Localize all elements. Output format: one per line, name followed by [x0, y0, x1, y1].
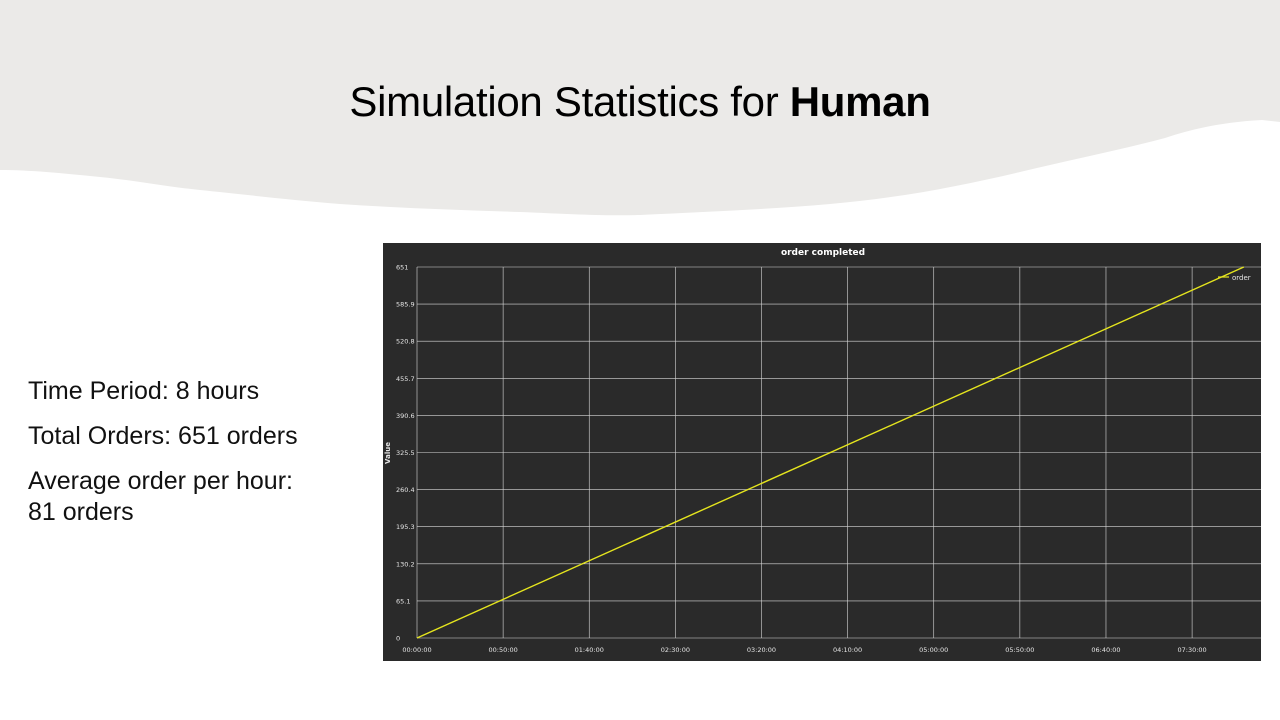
y-axis-ticks: 0 65.1 130.2 195.3 260.4 325.5 390.6 455.7 520.8… — [396, 264, 415, 643]
grid-lines — [416, 266, 1261, 639]
y-tick-label: 455.7 — [396, 375, 415, 383]
x-tick-label: 04:10:00 — [833, 646, 862, 654]
legend-label-order: order — [1232, 274, 1251, 282]
x-tick-label: 00:00:00 — [402, 646, 431, 654]
time-period-text: Time Period: 8 hours — [28, 377, 260, 405]
y-tick-label: 585.9 — [396, 301, 415, 309]
average-orders-text: Average order per hour: 81 orders — [28, 466, 358, 528]
y-tick-label: 65.1 — [396, 597, 410, 605]
y-tick-label: 325.5 — [396, 449, 415, 457]
slide-title-prefix: Simulation Statistics for — [349, 78, 790, 125]
y-tick-label: 390.6 — [396, 412, 415, 420]
x-tick-label: 07:30:00 — [1178, 646, 1207, 654]
x-tick-label: 05:50:00 — [1005, 646, 1034, 654]
x-axis-ticks: 00:00:00 00:50:00 01:40:00 02:30:00 03:20:00… — [402, 646, 1206, 654]
y-axis-label: Value — [384, 442, 392, 464]
order-chart-svg: order completed 0 65.1 130.2 195.3 260.4 325.… — [384, 248, 1261, 654]
x-tick-label: 00:50:00 — [489, 646, 518, 654]
x-tick-label: 02:30:00 — [661, 646, 690, 654]
x-tick-label: 03:20:00 — [747, 646, 776, 654]
legend: order — [1218, 274, 1251, 282]
y-tick-label: 130.2 — [396, 560, 415, 568]
header-band — [0, 0, 1280, 216]
y-tick-label: 520.8 — [396, 338, 415, 346]
x-tick-label: 05:00:00 — [919, 646, 948, 654]
average-orders-value: 81 orders — [28, 498, 134, 526]
series-layer — [416, 266, 1245, 639]
y-tick-label: 260.4 — [396, 486, 415, 494]
slide-title-bold: Human — [789, 78, 931, 125]
average-orders-label: Average order per hour: — [28, 467, 293, 495]
y-tick-label: 195.3 — [396, 523, 415, 531]
order-chart: order completed 0 65.1 130.2 195.3 260.4 325.… — [383, 243, 1261, 661]
x-tick-label: 06:40:00 — [1091, 646, 1120, 654]
series-line-order — [416, 266, 1245, 639]
y-tick-label: 651 — [396, 264, 408, 272]
total-orders-text: Total Orders: 651 orders — [28, 422, 298, 450]
x-tick-label: 01:40:00 — [575, 646, 604, 654]
stats-panel: Time Period: 8 hours Total Orders: 651 o… — [28, 376, 358, 542]
slide-title: Simulation Statistics for Human — [0, 78, 1280, 126]
y-tick-label: 0 — [396, 635, 400, 643]
chart-title: order completed — [781, 248, 865, 258]
